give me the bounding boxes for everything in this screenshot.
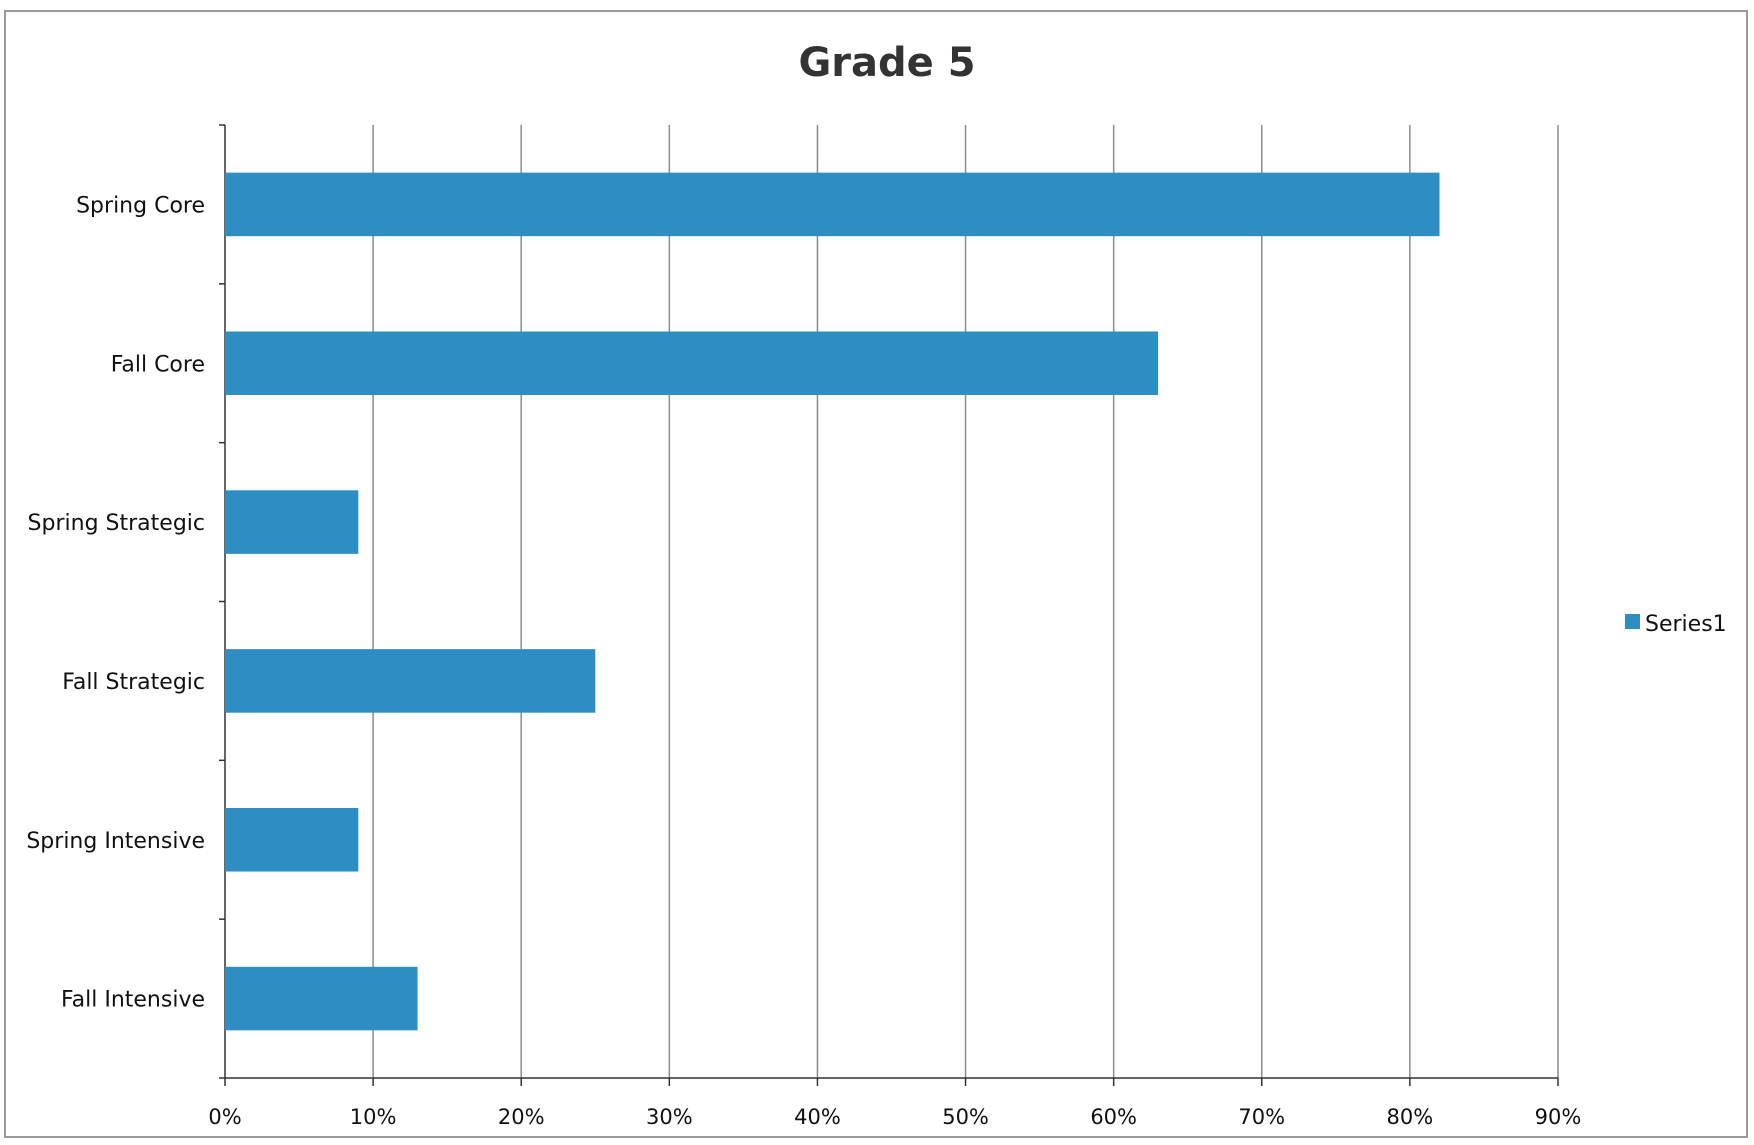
x-tick-labels: 0% 10% 20% 30% 40% 50% 60% 70% 80% 90% (208, 1105, 1581, 1129)
legend-swatch-series1 (1625, 614, 1640, 629)
bar (225, 331, 1158, 395)
bar (225, 808, 358, 872)
x-tick-label: 20% (498, 1105, 545, 1129)
x-tick-label: 60% (1090, 1105, 1137, 1129)
category-label: Fall Intensive (61, 988, 205, 1013)
category-label: Spring Strategic (28, 511, 205, 536)
x-tick-label: 0% (208, 1105, 241, 1129)
legend: Series1 (1625, 612, 1727, 637)
chart-title: Grade 5 (798, 40, 975, 86)
x-tick-label: 40% (794, 1105, 841, 1129)
x-tick-label: 50% (942, 1105, 989, 1129)
bar (225, 490, 358, 554)
bars (225, 173, 1440, 1031)
bar (225, 173, 1440, 237)
category-label: Fall Strategic (62, 670, 205, 695)
bar (225, 967, 418, 1031)
x-tick-label: 10% (350, 1105, 397, 1129)
gridlines (373, 125, 1558, 1078)
category-label: Fall Core (111, 352, 205, 377)
axes (219, 125, 1558, 1086)
legend-label-series1: Series1 (1645, 612, 1727, 637)
bar (225, 649, 595, 713)
x-tick-label: 90% (1535, 1105, 1582, 1129)
category-labels: Spring Core Fall Core Spring Strategic Fall… (26, 193, 205, 1012)
category-label: Spring Intensive (26, 829, 205, 854)
category-label: Spring Core (76, 193, 205, 218)
x-tick-label: 80% (1387, 1105, 1434, 1129)
x-tick-label: 70% (1238, 1105, 1285, 1129)
x-tick-label: 30% (646, 1105, 693, 1129)
